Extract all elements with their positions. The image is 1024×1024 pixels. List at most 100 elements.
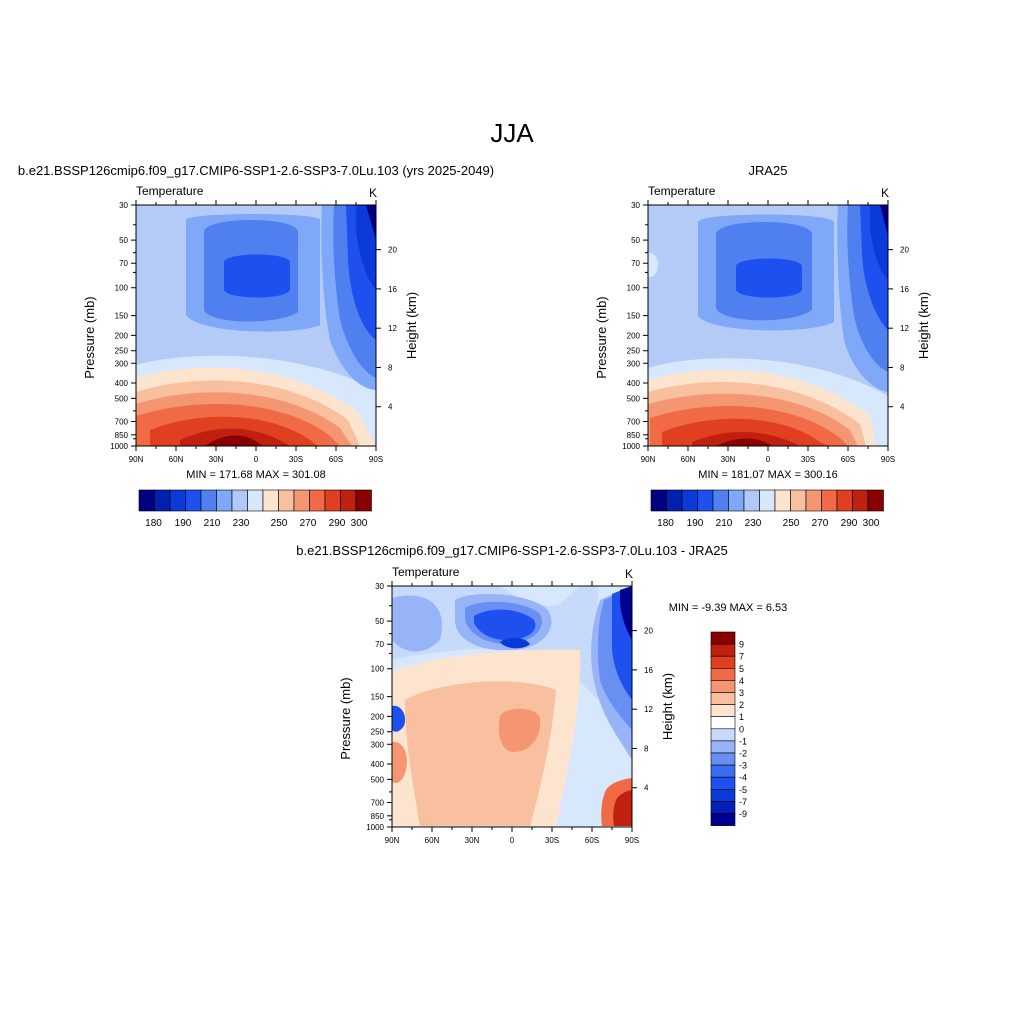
colorbar-swatch [710,643,736,657]
colorbar-swatch [805,489,822,512]
pressure-tick-label: 30 [119,201,128,210]
colorbar-swatch [821,489,838,512]
colorbar-swatch [666,489,683,512]
colorbar-swatch [247,489,264,512]
pressure-tick-label: 500 [371,775,385,784]
temperature-colorbar-2: 180 190 210 230 250 270 290 300 [650,489,884,529]
colorbar-swatch [200,489,217,512]
y2-axis-label: Height (km) [916,292,931,359]
height-tick-label: 12 [900,324,909,333]
y-axis-label: Pressure (mb) [338,677,353,759]
lat-tick-label: 90N [385,836,400,845]
figure-title: JJA [490,118,534,148]
pressure-tick-label: 400 [115,379,129,388]
lat-tick-label: 0 [510,836,515,845]
colorbar-swatch [774,489,791,512]
lat-tick-label: 30S [289,455,303,464]
y-axis-label: Pressure (mb) [594,296,609,378]
height-tick-label: 4 [644,784,649,793]
colorbar-label: 9 [739,640,744,650]
pressure-tick-label: 70 [631,259,640,268]
colorbar-swatch [710,631,736,645]
colorbar-swatch [728,489,745,512]
colorbar-label: 270 [300,518,317,529]
pressure-tick-label: 250 [371,728,385,737]
variable-label: Temperature [648,184,716,198]
colorbar-swatch [293,489,310,512]
colorbar-swatch [710,680,736,693]
lat-tick-label: 30S [545,836,559,845]
colorbar-label: -4 [739,773,747,783]
pressure-tick-label: 100 [371,665,385,674]
pressure-tick-label: 200 [115,331,129,340]
lat-tick-label: 90N [641,455,656,464]
height-tick-label: 20 [388,246,397,255]
pressure-tick-label: 500 [115,394,129,403]
lat-tick-label: 30S [801,455,815,464]
colorbar-swatch [710,740,736,754]
colorbar-swatch [169,489,186,512]
height-tick-label: 8 [900,363,905,372]
colorbar-label: 5 [739,664,744,674]
lat-tick-label: 90S [881,455,895,464]
units-label: K [881,186,889,200]
lat-tick-label: 0 [254,455,259,464]
panel1-contour-field [136,205,376,446]
colorbar-label: 270 [812,518,829,529]
colorbar-label: 290 [329,518,346,529]
colorbar-swatch [262,489,279,512]
pressure-tick-label: 1000 [110,442,128,451]
colorbar-swatch [216,489,233,512]
pressure-tick-label: 700 [371,798,385,807]
colorbar-swatch [681,489,698,512]
y-axis-label: Pressure (mb) [82,296,97,378]
pressure-tick-label: 200 [627,331,641,340]
colorbar-label: 210 [204,518,221,529]
colorbar-label: -7 [739,797,747,807]
panel-title: b.e21.BSSP126cmip6.f09_g17.CMIP6-SSP1-2.… [296,543,727,558]
colorbar-label: 180 [145,518,162,529]
height-tick-label: 12 [388,324,397,333]
height-tick-label: 20 [644,627,653,636]
height-tick-label: 16 [644,666,653,675]
colorbar-swatch [138,489,155,512]
height-tick-label: 8 [388,363,393,372]
colorbar-label: 7 [739,652,744,662]
difference-colorbar: 9 7 5 4 3 2 1 0 -1 -2 -3 -4 -5 -7 -9 [710,631,747,826]
panel-title: JRA25 [748,163,787,178]
colorbar-label: 190 [175,518,192,529]
colorbar-swatch [309,489,326,512]
lat-tick-label: 30N [209,455,224,464]
units-label: K [369,186,377,200]
colorbar-label: 300 [863,518,880,529]
pressure-tick-label: 150 [627,312,641,321]
min-max-label: MIN = 171.68 MAX = 301.08 [186,469,325,481]
pressure-tick-label: 400 [627,379,641,388]
colorbar-label: 210 [716,518,733,529]
lat-tick-label: 30N [721,455,736,464]
panel-title: b.e21.BSSP126cmip6.f09_g17.CMIP6-SSP1-2.… [18,163,494,178]
pressure-tick-label: 50 [631,236,640,245]
temperature-colorbar-1: 180 190 210 230 250 270 290 300 [138,489,372,529]
pressure-tick-label: 300 [627,359,641,368]
colorbar-swatch [697,489,714,512]
colorbar-swatch [710,801,736,814]
colorbar-swatch [278,489,295,512]
colorbar-swatch [710,813,736,826]
colorbar-swatch [710,704,736,717]
colorbar-swatch [710,716,736,730]
colorbar-label: -9 [739,809,747,819]
lat-tick-label: 60S [329,455,343,464]
pressure-tick-label: 30 [631,201,640,210]
height-tick-label: 12 [644,705,653,714]
height-tick-label: 8 [644,744,649,753]
lat-tick-label: 30N [465,836,480,845]
lat-tick-label: 0 [766,455,771,464]
lat-tick-label: 60N [681,455,696,464]
pressure-tick-label: 500 [627,394,641,403]
min-max-label: MIN = -9.39 MAX = 6.53 [669,602,788,614]
colorbar-swatch [650,489,667,512]
pressure-tick-label: 50 [119,236,128,245]
colorbar-swatch [710,728,736,742]
